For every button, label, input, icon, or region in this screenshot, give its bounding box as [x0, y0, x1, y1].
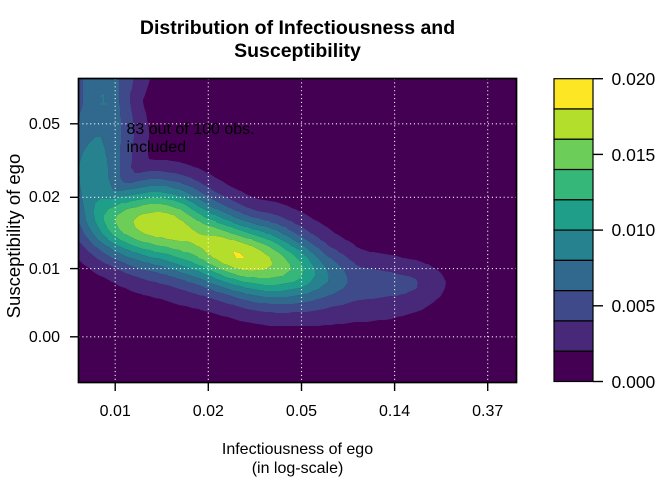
svg-text:1: 1: [99, 91, 107, 108]
